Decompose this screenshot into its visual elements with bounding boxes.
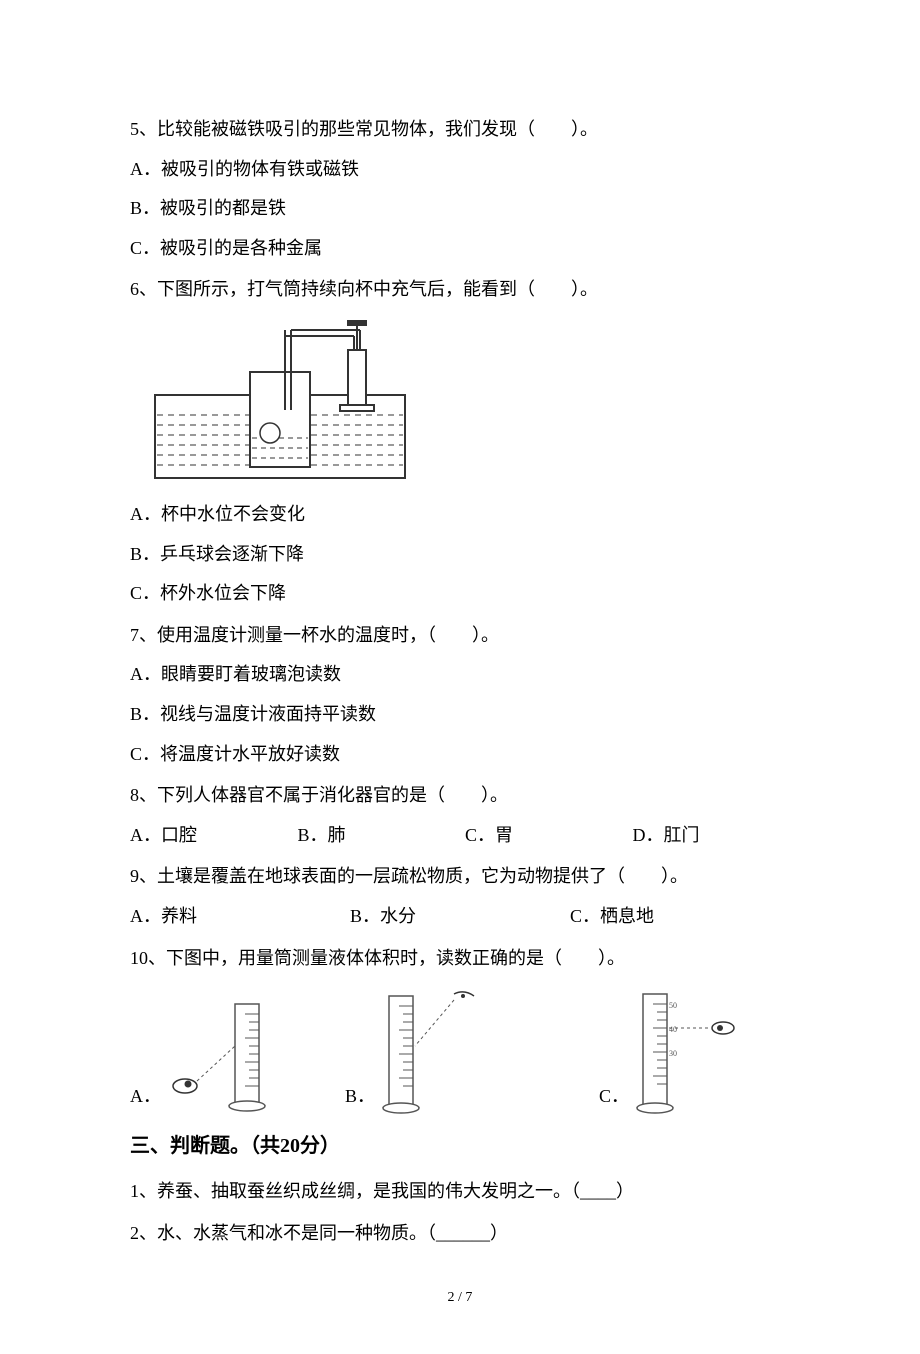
- question-10-option-c: C． 50 40 30: [599, 986, 743, 1116]
- question-10-option-b-label: B．: [345, 1077, 375, 1117]
- question-10-option-a: A．: [130, 996, 275, 1116]
- question-8-stem: 8、下列人体器官不属于消化器官的是（ ）。: [130, 776, 790, 816]
- question-10-option-c-label: C．: [599, 1077, 629, 1117]
- cylinder-a-icon: [165, 996, 275, 1116]
- question-8-option-b: B．肺: [298, 816, 456, 856]
- question-10-option-b: B．: [345, 986, 489, 1116]
- question-7: 7、使用温度计测量一杯水的温度时，（ ）。 A．眼睛要盯着玻璃泡读数 B．视线与…: [130, 616, 790, 774]
- question-6: 6、下图所示，打气筒持续向杯中充气后，能看到（ ）。: [130, 270, 790, 613]
- question-10-stem: 10、下图中，用量筒测量液体体积时，读数正确的是（ ）。: [130, 939, 790, 979]
- question-5-option-a: A．被吸引的物体有铁或磁铁: [130, 150, 790, 190]
- question-6-option-a: A．杯中水位不会变化: [130, 495, 790, 535]
- question-8-option-a: A．口腔: [130, 816, 288, 856]
- question-7-option-b: B．视线与温度计液面持平读数: [130, 695, 790, 735]
- question-10: 10、下图中，用量筒测量液体体积时，读数正确的是（ ）。 A．: [130, 939, 790, 1117]
- question-5-option-b: B．被吸引的都是铁: [130, 189, 790, 229]
- svg-text:40: 40: [669, 1025, 677, 1034]
- question-5-option-c: C．被吸引的是各种金属: [130, 229, 790, 269]
- svg-text:50: 50: [669, 1001, 677, 1010]
- question-5-stem: 5、比较能被磁铁吸引的那些常见物体，我们发现（ ）。: [130, 110, 790, 150]
- svg-text:30: 30: [669, 1049, 677, 1058]
- question-7-option-a: A．眼睛要盯着玻璃泡读数: [130, 655, 790, 695]
- cylinder-b-icon: [379, 986, 489, 1116]
- judgement-1: 1、养蚕、抽取蚕丝织成丝绸，是我国的伟大发明之一。（____）: [130, 1172, 790, 1212]
- question-9-option-c: C．栖息地: [570, 897, 790, 937]
- page-number: 2 / 7: [130, 1283, 790, 1314]
- question-6-figure: [150, 320, 790, 485]
- question-9-option-b: B．水分: [350, 897, 570, 937]
- judgement-2: 2、水、水蒸气和冰不是同一种物质。（______）: [130, 1214, 790, 1254]
- question-10-option-a-label: A．: [130, 1077, 161, 1117]
- question-7-option-c: C．将温度计水平放好读数: [130, 735, 790, 775]
- section-3-heading: 三、判断题。（共20分）: [130, 1124, 790, 1168]
- question-6-option-c: C．杯外水位会下降: [130, 574, 790, 614]
- question-5: 5、比较能被磁铁吸引的那些常见物体，我们发现（ ）。 A．被吸引的物体有铁或磁铁…: [130, 110, 790, 268]
- question-8-option-c: C．胃: [465, 816, 623, 856]
- cylinder-c-icon: 50 40 30: [633, 986, 743, 1116]
- question-6-stem: 6、下图所示，打气筒持续向杯中充气后，能看到（ ）。: [130, 270, 790, 310]
- question-9-stem: 9、土壤是覆盖在地球表面的一层疏松物质，它为动物提供了（ ）。: [130, 857, 790, 897]
- question-6-option-b: B．乒乓球会逐渐下降: [130, 535, 790, 575]
- question-9-option-a: A．养料: [130, 897, 350, 937]
- question-8-option-d: D．肛门: [633, 816, 791, 856]
- question-8: 8、下列人体器官不属于消化器官的是（ ）。 A．口腔 B．肺 C．胃 D．肛门: [130, 776, 790, 855]
- question-9: 9、土壤是覆盖在地球表面的一层疏松物质，它为动物提供了（ ）。 A．养料 B．水…: [130, 857, 790, 936]
- question-7-stem: 7、使用温度计测量一杯水的温度时，（ ）。: [130, 616, 790, 656]
